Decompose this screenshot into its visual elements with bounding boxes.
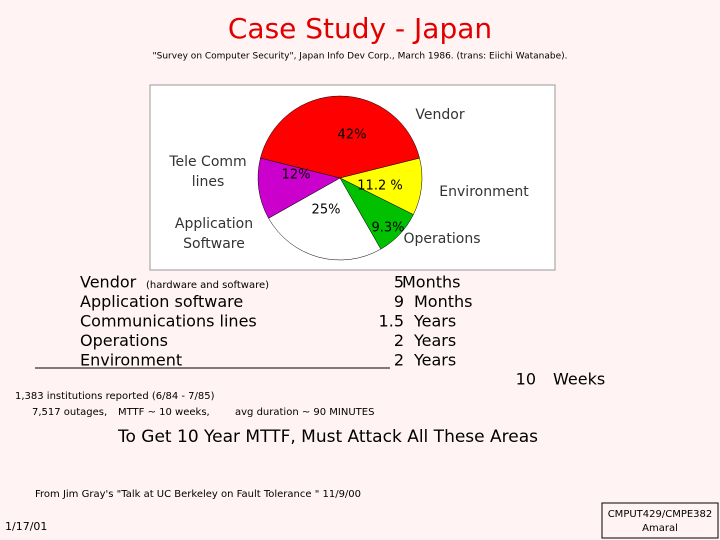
note: 1,383 institutions reported (6/84 - 7/85… xyxy=(15,391,215,402)
conclusion: To Get 10 Year MTTF, Must Attack All The… xyxy=(117,427,538,447)
value-label: 25% xyxy=(312,203,341,218)
amount: 1.5 xyxy=(379,312,404,331)
cause: Application software xyxy=(80,292,243,311)
source: From Jim Gray's "Talk at UC Berkeley on … xyxy=(35,489,361,500)
cause: Environment xyxy=(80,351,182,370)
cause: Vendor xyxy=(80,273,137,292)
unit: Years xyxy=(413,351,456,370)
footer-box xyxy=(601,502,719,539)
footer: CMPUT429/CMPE382 xyxy=(608,509,713,520)
value-label: 11.2 % xyxy=(357,179,402,194)
footer: Amaral xyxy=(642,523,678,534)
date: 1/17/01 xyxy=(5,520,47,533)
amount: 5 xyxy=(394,273,404,292)
value-label: 42% xyxy=(338,128,367,143)
value-label: 12% xyxy=(282,168,311,183)
pie-slice xyxy=(260,95,420,179)
amount: 2 xyxy=(394,331,404,350)
cause-detail: (hardware and software) xyxy=(146,280,269,291)
note: avg duration ~ 90 MINUTES xyxy=(235,407,374,418)
amount: 2 xyxy=(394,351,404,370)
subtitle: "Survey on Computer Security", Japan Inf… xyxy=(153,52,568,62)
unit: Months xyxy=(402,273,460,292)
title: Case Study - Japan xyxy=(228,12,492,45)
total-unit: Weeks xyxy=(553,370,605,389)
unit: Years xyxy=(413,331,456,350)
unit: Years xyxy=(413,312,456,331)
category-label: Environment xyxy=(439,184,529,200)
cause: Operations xyxy=(80,331,168,350)
note: 7,517 outages, xyxy=(32,407,107,418)
category-label: Vendor xyxy=(415,107,464,123)
total-amount: 10 xyxy=(516,370,536,389)
note: MTTF ~ 10 weeks, xyxy=(118,407,210,418)
cause: Communications lines xyxy=(80,312,257,331)
value-label: 9.3% xyxy=(371,221,404,236)
pie-slice xyxy=(268,177,382,261)
category-label: Tele Comm lines xyxy=(168,154,246,190)
unit: Months xyxy=(414,292,472,311)
category-label: Operations xyxy=(404,231,481,247)
category-label: Application Software xyxy=(175,216,253,252)
amount: 9 xyxy=(394,292,404,311)
pie-slice xyxy=(257,157,341,219)
